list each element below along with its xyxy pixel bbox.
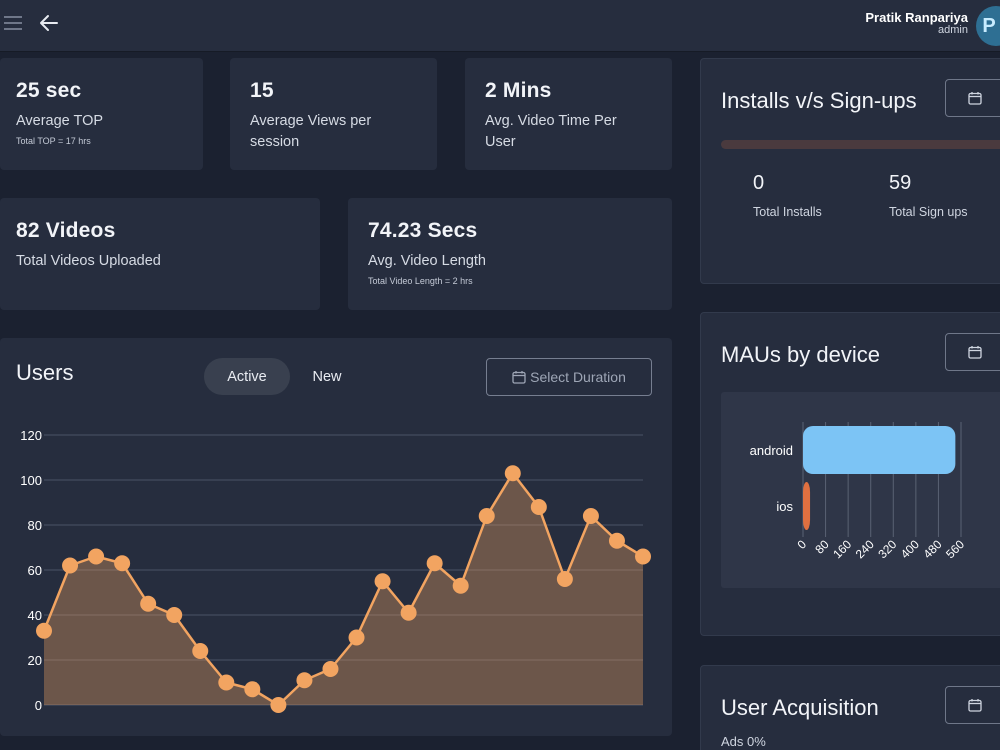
data-point [556,571,573,587]
installs-date-button[interactable] [945,79,1000,117]
users-title: Users [16,360,74,385]
data-point [114,555,131,572]
stat-value: 74.23 Secs [368,219,478,242]
y-tick-label: 20 [28,653,42,668]
y-tick-label: 60 [28,563,42,578]
data-point [635,548,651,565]
installs-progress-bar [721,140,1000,149]
stat-label-line1: Avg. Video Time Per [485,113,617,129]
acquisition-title: User Acquisition [721,695,879,720]
calendar-icon [968,92,982,105]
mau-chart-area [721,392,1000,588]
stat-sub: Total Video Length = 2 hrs [368,276,473,286]
stat-label-line1: Average Views per [250,113,372,129]
stat-value: 25 sec [16,79,82,102]
stat-card-top: 25 sec Average TOP Total TOP = 17 hrs [0,58,203,170]
mau-date-button[interactable] [945,333,1000,371]
data-point [218,674,235,691]
category-label: android [750,443,793,458]
stat-label: Average Views per session [250,111,371,153]
x-tick-label: 0 [794,537,809,552]
y-tick-label: 100 [20,473,42,488]
calendar-icon [512,371,526,384]
data-point [322,661,339,677]
installs-title: Installs v/s Sign-ups [721,88,917,113]
installs-label: Total Installs [753,205,822,219]
users-chart: 0 20 40 60 80 100 120 [20,428,651,713]
data-point [296,672,313,689]
installs-value: 0 [753,172,765,194]
data-point [348,629,365,646]
data-point [140,595,157,612]
data-point [270,697,287,713]
data-point [504,465,521,482]
user-role: admin [938,24,968,36]
user-name[interactable]: Pratik Ranpariya [865,10,968,25]
tab-new[interactable]: New [312,368,342,385]
tab-active[interactable]: Active [204,358,290,395]
x-tick-label: 240 [853,537,877,561]
stat-label: Avg. Video Length [368,253,486,269]
category-label: ios [776,499,793,514]
stat-value: 82 Videos [16,219,116,242]
x-tick-label: 160 [830,537,854,561]
select-duration-button[interactable]: Select Duration [486,358,652,396]
data-point [374,573,391,590]
calendar-icon [968,346,982,359]
x-tick-label: 80 [812,537,832,557]
y-tick-label: 0 [35,698,42,713]
data-point [88,548,105,565]
stat-value: 2 Mins [485,79,552,102]
stat-card-video-length: 74.23 Secs Avg. Video Length Total Video… [348,198,672,310]
stat-card-views: 15 Average Views per session [230,58,437,170]
acquisition-date-button[interactable] [945,686,1000,724]
data-point [36,622,52,639]
data-point [426,555,443,572]
acquisition-panel: User Acquisition Ads 0% [700,665,1000,750]
signups-value: 59 [889,172,912,194]
installs-panel: Installs v/s Sign-ups 0 Total Installs 5… [700,58,1000,284]
data-point [192,643,209,659]
menu-icon[interactable] [4,13,24,33]
mau-title: MAUs by device [721,342,880,367]
x-tick-label: 560 [943,537,967,561]
bar-android [803,426,956,474]
stat-value: 15 [250,79,274,102]
series-line [42,472,644,707]
data-point [244,681,261,698]
x-tick-label: 320 [875,537,899,561]
data-point [582,508,599,524]
stat-sub: Total TOP = 17 hrs [16,136,91,146]
stat-label: Average TOP [16,113,104,129]
stat-label-line2: session [250,134,300,150]
back-arrow-icon[interactable] [38,12,60,34]
x-tick-label: 400 [898,537,922,561]
y-tick-label: 120 [20,428,42,443]
stat-label: Avg. Video Time Per User [485,111,617,153]
data-point [530,499,547,515]
signups-label: Total Sign ups [889,205,968,219]
avatar[interactable]: P [976,6,1000,46]
stat-label-line2: User [485,134,516,150]
data-point [608,532,625,549]
stat-card-video-time: 2 Mins Avg. Video Time Per User [465,58,672,170]
data-point [452,577,469,594]
ads-label: Ads 0% [721,734,766,749]
stat-label: Total Videos Uploaded [16,253,161,269]
data-point [62,557,79,574]
data-point [166,607,183,623]
x-tick-label: 480 [920,537,944,561]
top-bar: Pratik Ranpariya admin P [0,0,1000,52]
calendar-icon [968,699,982,712]
bar-ios [803,482,811,530]
data-point [478,508,495,524]
y-tick-label: 80 [28,518,42,533]
area-fill [44,473,643,705]
stat-card-videos: 82 Videos Total Videos Uploaded [0,198,320,310]
data-point [400,604,417,621]
y-tick-label: 40 [28,608,42,623]
select-duration-label: Select Duration [530,369,626,385]
